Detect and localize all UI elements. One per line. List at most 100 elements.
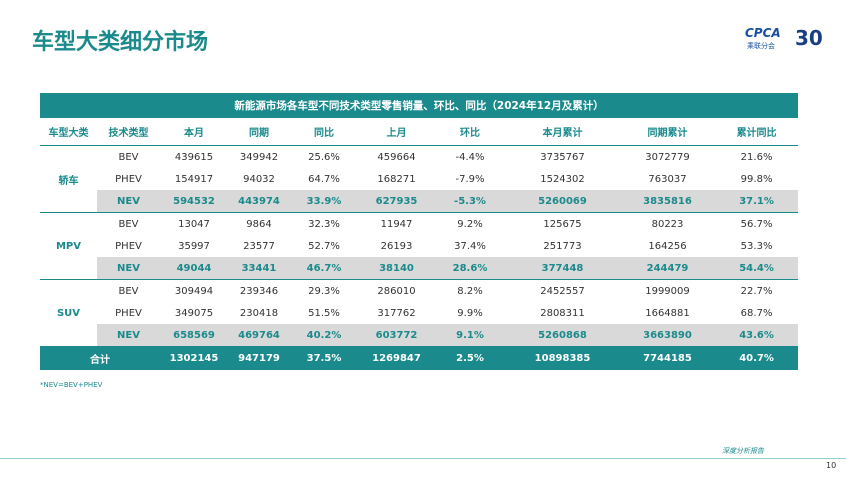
cell: 33.9% — [290, 190, 358, 213]
cell: 68.7% — [740, 307, 773, 319]
column-header: 环比 — [435, 118, 505, 146]
cell: 2452557 — [540, 285, 585, 297]
cell: -5.3% — [435, 190, 505, 213]
cell: 1999009 — [645, 285, 690, 297]
cell: 9864 — [246, 218, 272, 230]
cell: PHEV — [115, 173, 142, 185]
total-cell: 合计 — [40, 346, 160, 370]
group-label: SUV — [40, 279, 97, 347]
total-cell: 37.5% — [290, 346, 358, 370]
data-row: PHEV 349075 230418 51.5% 317762 9.9% 2808311 16… — [40, 302, 798, 324]
table-title: 新能源市场各车型不同技术类型零售销量、环比、同比（2024年12月及累计） — [40, 93, 799, 118]
cell: 286010 — [377, 285, 416, 297]
cell: 8.2% — [457, 285, 483, 297]
cell: 33441 — [228, 257, 290, 280]
anniversary-badge: 30 — [795, 26, 823, 50]
data-row: NEV 49044 33441 46.7% 38140 28.6% 377448 244479… — [40, 257, 799, 280]
cell: 459664 — [377, 151, 416, 163]
cell: 3072779 — [645, 151, 690, 163]
cell: 29.3% — [308, 285, 340, 297]
column-header: 同期 — [228, 118, 290, 146]
cell: 594532 — [160, 190, 228, 213]
column-header: 累计同比 — [715, 118, 799, 146]
total-cell: 2.5% — [435, 346, 505, 370]
cell: -7.9% — [455, 173, 485, 185]
cell: 168271 — [377, 173, 416, 185]
cell: 54.4% — [715, 257, 799, 280]
column-header: 车型大类 — [40, 118, 97, 146]
cell: NEV — [97, 190, 160, 213]
cell: 13047 — [178, 218, 210, 230]
cell: 25.6% — [308, 151, 340, 163]
cell: 469764 — [228, 324, 290, 347]
total-cell: 1302145 — [160, 346, 228, 370]
cell: 658569 — [160, 324, 228, 347]
cell: 51.5% — [308, 307, 340, 319]
footer-line — [0, 458, 846, 459]
cell: 443974 — [228, 190, 290, 213]
cell: 5260868 — [505, 324, 620, 347]
cell: 239346 — [239, 285, 279, 297]
cell: 9.2% — [457, 218, 483, 230]
cell: 309494 — [174, 285, 214, 297]
cell: 21.6% — [740, 151, 773, 163]
column-header: 本月 — [160, 118, 228, 146]
cell: 627935 — [358, 190, 435, 213]
cell: 251773 — [543, 240, 582, 252]
cell: 80223 — [651, 218, 684, 230]
cell: 3835816 — [620, 190, 715, 213]
cell: 22.7% — [740, 285, 773, 297]
cell: BEV — [118, 151, 139, 163]
cell: NEV — [97, 257, 160, 280]
cell: 1524302 — [540, 173, 585, 185]
note: *NEV=BEV+PHEV — [40, 381, 103, 389]
data-row: NEV 594532 443974 33.9% 627935 -5.3% 5260069 38… — [40, 190, 799, 213]
caption-row: 新能源市场各车型不同技术类型零售销量、环比、同比（2024年12月及累计） — [40, 93, 799, 118]
cell: 125675 — [543, 218, 582, 230]
total-cell: 1269847 — [358, 346, 435, 370]
column-header: 同比 — [290, 118, 358, 146]
logo: CPCA — [745, 26, 781, 40]
logo-sub: 乘联分会 — [747, 42, 775, 50]
data-row: PHEV 35997 23577 52.7% 26193 37.4% 251773 16425… — [40, 235, 798, 257]
cell: 26193 — [380, 240, 413, 252]
total-cell: 10898385 — [505, 346, 620, 370]
header-row: 车型大类 技术类型 本月 同期 同比 上月 环比 本月累计 同期累计 累计同比 — [40, 118, 799, 146]
cell: 5260069 — [505, 190, 620, 213]
page-number: 10 — [826, 461, 837, 470]
cell: 439615 — [174, 151, 214, 163]
data-row: MPV BEV 13047 9864 32.3% 11947 9.2% 125675 80223… — [40, 212, 798, 280]
cell: 64.7% — [308, 173, 340, 185]
cell: 317762 — [377, 307, 416, 319]
cell: 3663890 — [620, 324, 715, 347]
cell: -4.4% — [455, 151, 485, 163]
total-cell: 7744185 — [620, 346, 715, 370]
cell: 38140 — [358, 257, 435, 280]
cell: BEV — [118, 285, 139, 297]
total-cell: 40.7% — [715, 346, 799, 370]
cell: 28.6% — [435, 257, 505, 280]
cell: 37.1% — [715, 190, 799, 213]
cell: 56.7% — [740, 218, 773, 230]
cell: 99.8% — [740, 173, 773, 185]
cell: 53.3% — [740, 240, 773, 252]
cell: NEV — [97, 324, 160, 347]
column-header: 本月累计 — [505, 118, 620, 146]
cell: 349942 — [239, 151, 279, 163]
cell: 32.3% — [308, 218, 340, 230]
cell: 154917 — [174, 173, 214, 185]
cell: 164256 — [648, 240, 687, 252]
data-row: 轿车 BEV 439615 349942 25.6% 459664 -4.4% 3735767… — [40, 145, 798, 213]
cell: 46.7% — [290, 257, 358, 280]
cell: 1664881 — [645, 307, 690, 319]
data-row: SUV BEV 309494 239346 29.3% 286010 8.2% 2452557… — [40, 279, 798, 347]
cell: 35997 — [178, 240, 210, 252]
slide-title: 车型大类细分市场 — [32, 30, 209, 55]
cell: 23577 — [243, 240, 275, 252]
footer-text: 深度分析报告 — [722, 447, 764, 455]
cell: 349075 — [174, 307, 214, 319]
group-label: MPV — [40, 212, 97, 280]
cell: 377448 — [505, 257, 620, 280]
total-row: 合计 1302145 947179 37.5% 1269847 2.5% 10898385 7… — [40, 346, 799, 370]
